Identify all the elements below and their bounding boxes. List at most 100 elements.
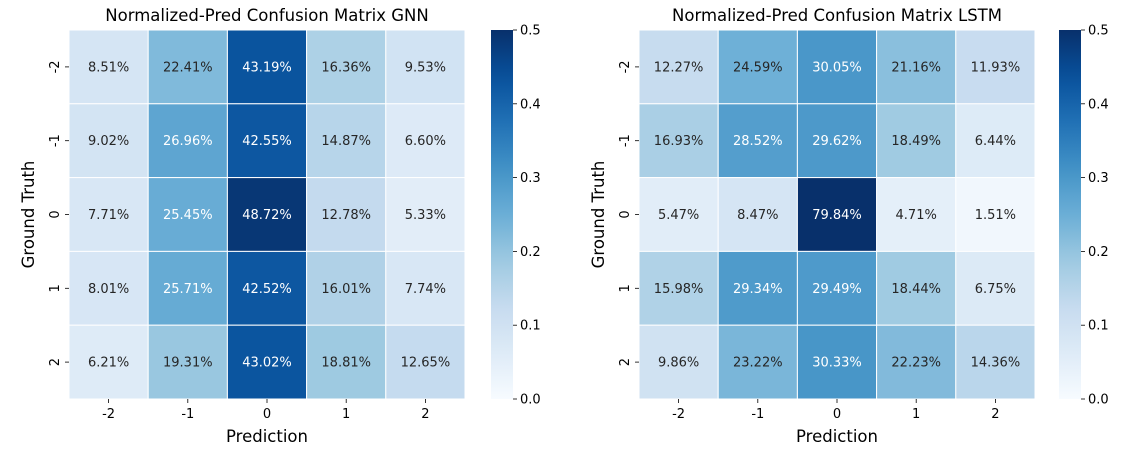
heatmap-cell [306,103,387,179]
heatmap-cell [796,103,878,179]
cell-label: 9.53% [405,60,446,75]
heatmap-cell [796,324,878,400]
y-tick-label: 1 [618,284,633,292]
heatmap-cell [955,103,1036,179]
chart-title: Normalized-Pred Confusion Matrix GNN [105,6,428,25]
heatmap-cell [385,103,466,179]
y-tick-label: -2 [48,60,63,73]
cell-label: 12.27% [654,60,704,75]
y-axis-label: Ground Truth [19,161,38,269]
heatmap-cell [226,29,308,105]
heatmap-cell [876,250,957,326]
colorbar-tick-label: 0.2 [520,245,541,260]
colorbar-tick-label: 0.0 [520,393,541,408]
heatmap-cell [717,103,798,179]
cell-label: 23.22% [733,356,783,371]
cell-label: 6.21% [88,356,129,371]
heatmap-cell [226,103,308,179]
cell-label: 12.78% [321,208,371,223]
heatmap-cell [876,103,957,179]
cell-label: 29.49% [812,282,862,297]
y-tick-label: -2 [618,60,633,73]
colorbar [1059,30,1081,399]
heatmap-cell [876,29,957,105]
heatmap-cell [796,177,878,252]
heatmap-cell [68,324,149,400]
heatmap-panel-1: 12.27% 24.59% 30.05% 21.16% 11.93% 16.93% 28.5… [589,6,1109,446]
cell-label: 14.87% [321,134,371,149]
heatmap-cell [226,177,308,252]
colorbar-tick-label: 0.3 [520,171,541,186]
x-tick-label: 2 [991,407,999,422]
colorbar-tick-label: 0.1 [520,319,541,334]
heatmap-cell [68,29,149,105]
cell-label: 29.34% [733,282,783,297]
cell-label: 8.51% [88,60,129,75]
cell-label: 26.96% [163,134,213,149]
heatmap-cell [226,324,308,400]
cell-label: 1.51% [975,208,1016,223]
cell-label: 42.52% [242,282,292,297]
cell-label: 43.19% [242,60,292,75]
colorbar-tick-label: 0.0 [1088,393,1109,408]
heatmap-cell [955,177,1036,252]
cell-label: 48.72% [242,208,292,223]
cell-label: 7.74% [405,282,446,297]
x-tick-label: -1 [181,407,194,422]
cell-label: 30.05% [812,60,862,75]
cell-label: 7.71% [88,208,129,223]
chart-title: Normalized-Pred Confusion Matrix LSTM [672,6,1002,25]
heatmap-cell [717,29,798,105]
cell-label: 8.47% [737,208,778,223]
colorbar [491,30,513,399]
cell-label: 19.31% [163,356,213,371]
cell-label: 28.52% [733,134,783,149]
cell-label: 12.65% [401,356,451,371]
heatmap-cell [306,177,387,252]
colorbar-tick-label: 0.5 [520,24,541,39]
heatmap-cell [385,177,466,252]
heatmap-cell [638,103,719,179]
heatmap-cell [955,324,1036,400]
cell-label: 15.98% [654,282,704,297]
cell-label: 16.36% [321,60,371,75]
heatmap-cell [717,324,798,400]
y-tick-label: 0 [48,210,63,218]
heatmap-cell [226,250,308,326]
heatmap-cell [876,177,957,252]
x-tick-label: 0 [833,407,841,422]
heatmap-cell [638,324,719,400]
heatmap-cell [876,324,957,400]
heatmap-cell [385,324,466,400]
heatmap-cell [955,250,1036,326]
colorbar-tick-label: 0.3 [1088,171,1109,186]
heatmap-cell [796,29,878,105]
cell-label: 18.44% [891,282,941,297]
cell-label: 25.45% [163,208,213,223]
colorbar-tick-label: 0.4 [1088,97,1109,112]
cell-label: 6.44% [975,134,1016,149]
heatmap-cell [717,177,798,252]
cell-label: 21.16% [891,60,941,75]
cell-label: 5.47% [658,208,699,223]
cell-label: 18.49% [891,134,941,149]
cell-label: 30.33% [812,356,862,371]
heatmap-cell [147,103,228,179]
cell-label: 79.84% [812,208,862,223]
heatmap-cell [955,29,1036,105]
heatmap-cell [147,250,228,326]
cell-label: 9.86% [658,356,699,371]
heatmap-cell [147,177,228,252]
x-tick-label: -2 [102,407,115,422]
colorbar-tick-label: 0.5 [1088,24,1109,39]
x-axis-label: Prediction [226,427,308,446]
cell-label: 8.01% [88,282,129,297]
cell-label: 25.71% [163,282,213,297]
colorbar-tick-label: 0.1 [1088,319,1109,334]
cell-label: 5.33% [405,208,446,223]
colorbar-tick-label: 0.2 [1088,245,1109,260]
y-tick-label: 1 [48,284,63,292]
y-tick-label: 2 [618,358,633,366]
cell-label: 14.36% [971,356,1021,371]
